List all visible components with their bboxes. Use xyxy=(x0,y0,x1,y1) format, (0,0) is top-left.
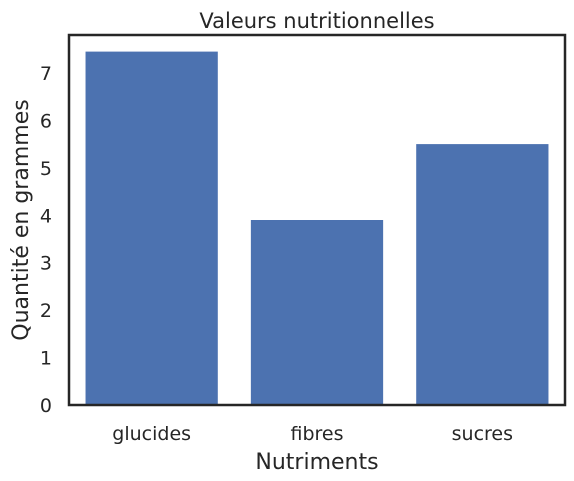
bar-glucides xyxy=(85,51,218,405)
bar-fibres xyxy=(250,220,384,405)
y-tick-label: 7 xyxy=(40,63,52,85)
bar-sucres xyxy=(416,144,549,405)
y-tick-label: 5 xyxy=(40,158,52,180)
y-axis-label: Quantité en grammes xyxy=(9,99,34,340)
y-tick-label: 1 xyxy=(40,348,52,370)
x-tick-label: sucres xyxy=(452,423,513,445)
y-tick-label: 0 xyxy=(40,395,52,417)
x-tick-label: glucides xyxy=(112,423,191,445)
x-axis-ticks: glucides fibres sucres xyxy=(112,423,513,445)
y-tick-label: 3 xyxy=(40,253,52,275)
y-tick-label: 2 xyxy=(40,300,52,322)
y-tick-label: 6 xyxy=(40,110,52,132)
x-axis-label: Nutriments xyxy=(255,450,378,475)
chart-title: Valeurs nutritionnelles xyxy=(199,9,434,33)
y-axis-ticks: 0 1 2 3 4 5 6 7 xyxy=(40,63,52,417)
bars-group xyxy=(85,51,549,405)
x-tick-label: fibres xyxy=(290,423,343,445)
plot-frame xyxy=(67,33,567,407)
y-tick-label: 4 xyxy=(40,205,52,227)
